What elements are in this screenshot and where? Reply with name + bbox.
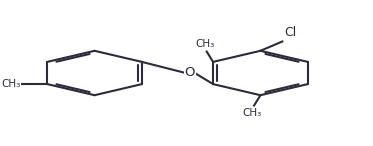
Text: O: O (185, 66, 195, 80)
Text: CH₃: CH₃ (2, 79, 21, 89)
Text: Cl: Cl (284, 26, 296, 39)
Text: CH₃: CH₃ (195, 39, 214, 49)
Text: CH₃: CH₃ (243, 108, 262, 118)
